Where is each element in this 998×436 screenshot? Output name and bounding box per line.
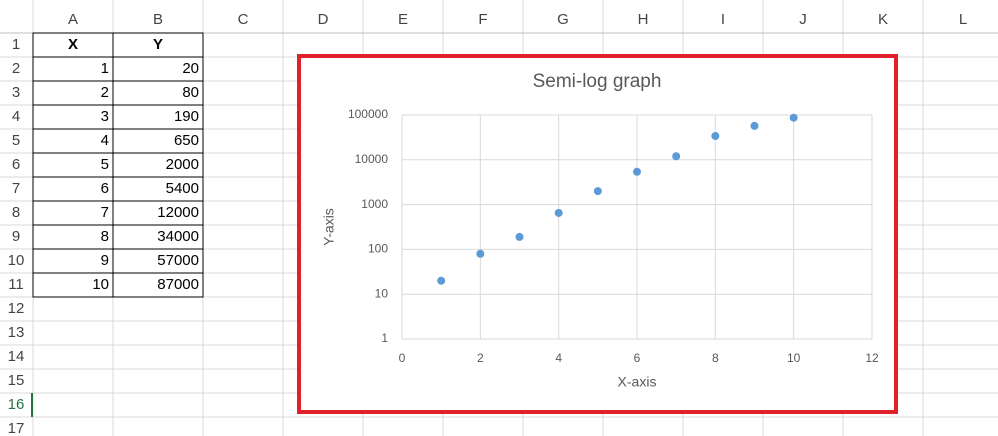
- column-header: E: [398, 11, 408, 28]
- x-tick-label: 12: [865, 351, 879, 365]
- row-header: 1: [12, 36, 20, 53]
- row-header: 5: [12, 132, 20, 149]
- x-axis-label: X-axis: [618, 374, 657, 390]
- data-point: [476, 249, 485, 258]
- table-cell: 1: [101, 60, 109, 77]
- data-point: [750, 121, 759, 130]
- table-cell: 6: [101, 180, 109, 197]
- y-axis-label: Y-axis: [321, 208, 337, 246]
- table-cell: 20: [182, 60, 199, 77]
- table-header: Y: [153, 36, 163, 53]
- x-tick-label: 10: [787, 351, 801, 365]
- column-header: D: [318, 11, 329, 28]
- column-header: B: [153, 11, 163, 28]
- y-tick-label: 10: [375, 286, 389, 300]
- table-cell: 2000: [166, 156, 199, 173]
- column-header: H: [638, 11, 649, 28]
- table-cell: 8: [101, 228, 109, 245]
- column-header: J: [799, 11, 807, 28]
- table-cell: 5: [101, 156, 109, 173]
- row-header: 6: [12, 156, 20, 173]
- row-header: 9: [12, 228, 20, 245]
- table-cell: 87000: [157, 276, 199, 293]
- table-cell: 7: [101, 204, 109, 221]
- column-header: F: [478, 11, 487, 28]
- table-cell: 5400: [166, 180, 199, 197]
- table-cell: 3: [101, 108, 109, 125]
- table-cell: 80: [182, 84, 199, 101]
- data-point: [515, 232, 524, 241]
- row-header: 3: [12, 84, 20, 101]
- data-point: [437, 276, 446, 285]
- table-cell: 57000: [157, 252, 199, 269]
- column-header: G: [557, 11, 569, 28]
- y-tick-label: 1: [381, 331, 388, 345]
- row-header: 4: [12, 108, 20, 125]
- table-cell: 9: [101, 252, 109, 269]
- chart-frame: [297, 54, 898, 414]
- row-header: 8: [12, 204, 20, 221]
- table-border: [32, 32, 204, 298]
- data-point: [672, 152, 681, 161]
- table-cell: 190: [174, 108, 199, 125]
- table-cell: 650: [174, 132, 199, 149]
- column-header: L: [959, 11, 967, 28]
- data-point: [554, 208, 563, 217]
- y-tick-label: 10000: [355, 152, 389, 166]
- x-tick-label: 6: [634, 351, 641, 365]
- data-point: [789, 113, 798, 122]
- y-tick-label: 100000: [348, 107, 388, 121]
- data-point: [633, 167, 641, 176]
- row-header: 14: [8, 348, 25, 365]
- column-header: A: [68, 11, 78, 28]
- x-tick-label: 4: [555, 351, 562, 365]
- y-tick-label: 100: [368, 242, 388, 256]
- table-cell: 2: [101, 84, 109, 101]
- data-point: [593, 187, 602, 196]
- x-tick-label: 2: [477, 351, 484, 365]
- row-header: 17: [8, 420, 25, 436]
- table-header: X: [68, 36, 78, 53]
- table-cell: 34000: [157, 228, 199, 245]
- column-header: I: [721, 11, 725, 28]
- row-header: 10: [8, 252, 25, 269]
- row-header: 12: [8, 300, 25, 317]
- column-header: K: [878, 11, 888, 28]
- row-header: 15: [8, 372, 25, 389]
- column-header: C: [238, 11, 249, 28]
- row-header: 7: [12, 180, 20, 197]
- x-tick-label: 8: [712, 351, 719, 365]
- row-header: 2: [12, 60, 20, 77]
- chart-title: Semi-log graph: [533, 71, 662, 92]
- data-point: [711, 131, 720, 140]
- x-tick-label: 0: [399, 351, 406, 365]
- row-header: 16: [8, 396, 25, 413]
- row-header: 13: [8, 324, 25, 341]
- table-cell: 12000: [157, 204, 199, 221]
- table-cell: 10: [92, 276, 109, 293]
- y-tick-label: 1000: [361, 197, 388, 211]
- row-header: 11: [8, 276, 24, 293]
- table-cell: 4: [101, 132, 109, 149]
